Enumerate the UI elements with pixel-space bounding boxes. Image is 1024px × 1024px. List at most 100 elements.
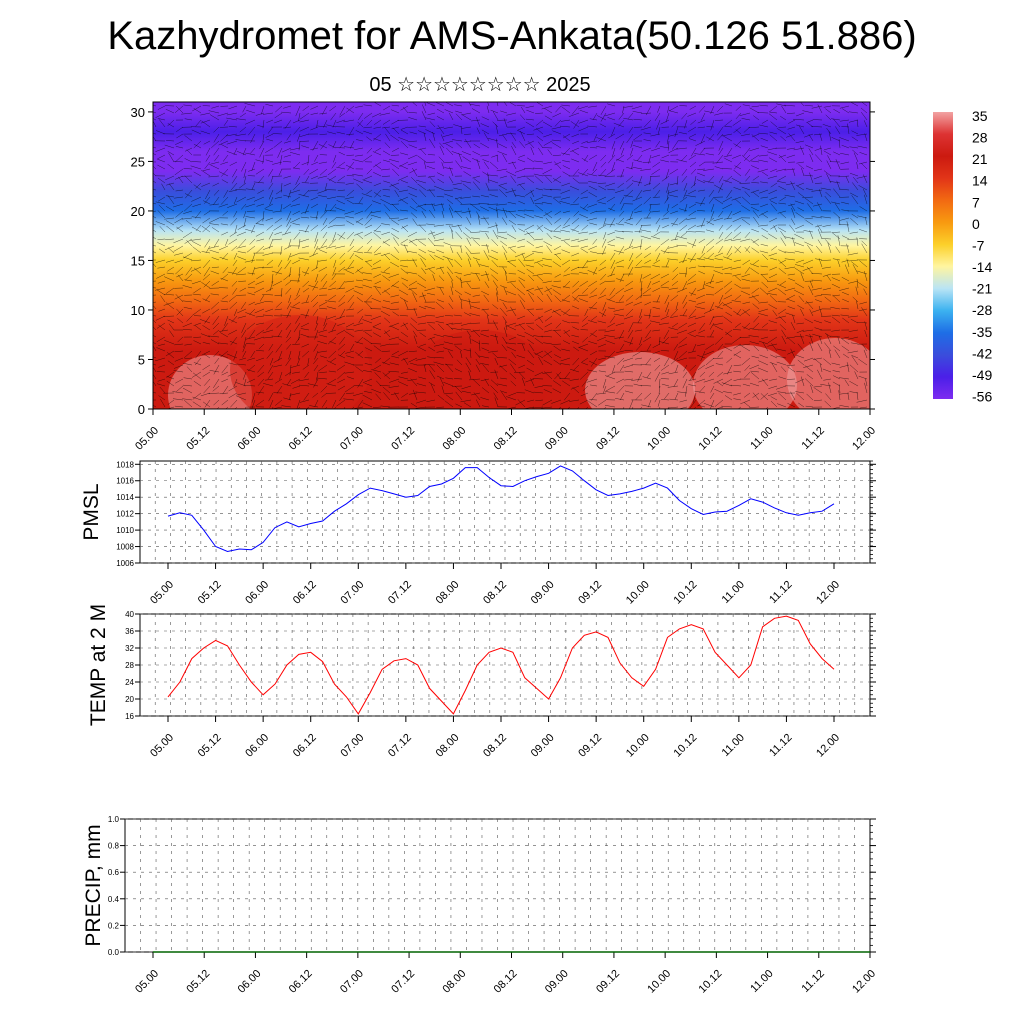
wind-arrow xyxy=(503,118,508,128)
wind-arrow xyxy=(191,161,202,163)
wind-arrow xyxy=(238,280,247,282)
wind-arrow xyxy=(200,119,211,124)
wind-arrow xyxy=(346,220,355,226)
wind-arrow xyxy=(733,126,742,133)
wind-arrow xyxy=(311,175,319,180)
wind-arrow xyxy=(455,210,463,219)
wind-arrow xyxy=(454,368,463,373)
wind-arrow xyxy=(274,196,283,199)
wind-arrow xyxy=(657,105,661,113)
wind-arrow xyxy=(314,154,319,162)
wind-arrow xyxy=(684,203,688,213)
wind-arrow xyxy=(652,287,661,292)
wind-arrow xyxy=(814,182,823,184)
wind-arrow xyxy=(272,175,283,177)
x-tick-label: 06.00 xyxy=(243,579,271,607)
wind-arrow xyxy=(682,294,688,304)
wind-arrow xyxy=(156,371,166,373)
wind-arrow xyxy=(564,371,571,379)
wind-arrow xyxy=(848,329,859,332)
wind-arrow xyxy=(343,146,355,149)
wind-arrow xyxy=(347,376,355,380)
wind-arrow xyxy=(538,356,544,366)
wind-arrow xyxy=(232,259,238,266)
wind-arrow xyxy=(827,242,832,254)
wind-arrow xyxy=(375,164,382,170)
warm-anomaly xyxy=(410,330,550,409)
wind-arrow xyxy=(686,217,697,220)
x-tick-label: 12.00 xyxy=(814,732,842,760)
wind-arrow xyxy=(753,259,760,265)
wind-arrow xyxy=(328,294,337,301)
wind-arrow xyxy=(383,329,391,335)
wind-arrow xyxy=(496,292,499,303)
wind-arrow xyxy=(339,280,346,290)
wind-arrow xyxy=(301,161,310,166)
wind-arrow xyxy=(555,254,562,261)
wind-arrow xyxy=(709,301,715,312)
wind-arrow xyxy=(536,275,544,282)
y-tick-label: 30 xyxy=(131,105,145,120)
wind-arrow xyxy=(263,383,274,387)
wind-arrow xyxy=(241,203,247,210)
wind-arrow xyxy=(779,212,787,219)
wind-arrow xyxy=(749,147,760,152)
wind-arrow xyxy=(364,314,373,317)
wind-arrow xyxy=(700,350,706,362)
wind-arrow xyxy=(771,343,778,352)
wind-arrow xyxy=(825,239,832,247)
wind-arrow xyxy=(813,399,823,402)
wind-arrow xyxy=(613,250,625,254)
wind-arrow xyxy=(203,140,211,145)
wind-arrow xyxy=(461,280,472,283)
wind-arrow xyxy=(733,353,742,359)
x-tick-label: 08.00 xyxy=(434,579,462,607)
wind-arrow xyxy=(227,203,238,208)
wind-arrow xyxy=(604,175,616,177)
wind-arrow xyxy=(644,301,652,306)
colorbar-bar xyxy=(933,112,953,399)
wind-arrow xyxy=(338,294,346,303)
wind-arrow xyxy=(724,238,733,242)
wind-arrow xyxy=(314,399,319,407)
wind-arrow xyxy=(723,294,733,300)
wind-arrow xyxy=(241,322,247,333)
wind-arrow xyxy=(336,364,346,371)
wind-arrow xyxy=(184,118,193,121)
wind-arrow xyxy=(272,161,283,165)
wind-arrow xyxy=(688,138,697,142)
wind-arrow xyxy=(683,308,688,316)
wind-arrow xyxy=(490,314,499,317)
wind-arrow xyxy=(839,217,850,221)
wind-arrow xyxy=(672,140,679,150)
wind-arrow xyxy=(408,367,418,373)
wind-arrow xyxy=(632,196,643,202)
wind-arrow xyxy=(554,217,562,224)
wind-arrow xyxy=(329,280,337,287)
wind-arrow xyxy=(749,160,760,163)
wind-arrow xyxy=(598,133,607,142)
wind-arrow xyxy=(192,246,202,254)
wind-arrow xyxy=(174,252,184,256)
wind-arrow xyxy=(319,307,328,310)
wind-arrow xyxy=(323,119,328,128)
wind-arrow xyxy=(471,108,481,114)
wind-arrow xyxy=(292,196,301,202)
wind-arrow xyxy=(516,105,526,107)
wind-arrow xyxy=(460,350,463,359)
wind-arrow xyxy=(586,378,598,383)
wind-arrow xyxy=(220,308,229,311)
wind-arrow xyxy=(581,158,589,163)
wind-arrow xyxy=(254,287,265,294)
wind-arrow xyxy=(365,224,373,229)
wind-arrow xyxy=(846,258,850,268)
wind-arrow xyxy=(851,261,859,268)
wind-arrow xyxy=(315,210,319,220)
wind-arrow xyxy=(209,203,220,206)
x-tick-label: 06.12 xyxy=(291,579,319,607)
wind-arrow xyxy=(372,332,382,338)
x-tick-label: 05.12 xyxy=(184,968,212,996)
wind-arrow xyxy=(311,161,319,166)
wind-arrow xyxy=(741,186,751,191)
